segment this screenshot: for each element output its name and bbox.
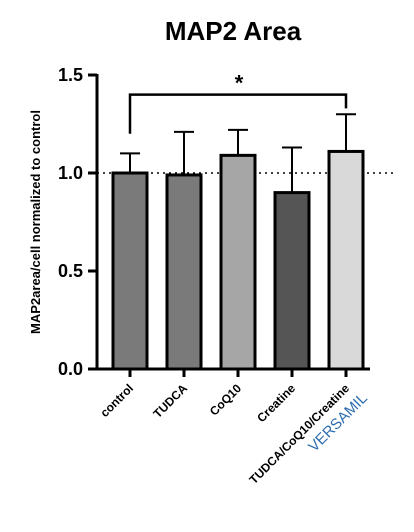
x-tick-label: CoQ10: [207, 381, 244, 418]
bar-creatine: [273, 191, 311, 371]
y-tick-label: 0.5: [58, 261, 83, 281]
x-tick-label: control: [97, 381, 136, 420]
bar-tudca: [165, 173, 203, 371]
significance-bracket: [128, 93, 348, 134]
chart-title: MAP2 Area: [165, 16, 302, 46]
y-tick-label: 1.5: [58, 65, 83, 85]
significance-star: *: [235, 71, 244, 96]
y-axis-label: MAP2area/cell normalized to control: [28, 110, 43, 334]
bar-control: [111, 171, 149, 371]
bar-tudca-coq10-creatine: [327, 149, 365, 371]
x-tick-label: Creatine: [254, 381, 298, 425]
y-tick-label: 0.0: [58, 359, 83, 379]
bar-coq10: [219, 153, 257, 371]
y-tick-label: 1.0: [58, 163, 83, 183]
x-tick-label: TUDCA: [151, 381, 191, 421]
